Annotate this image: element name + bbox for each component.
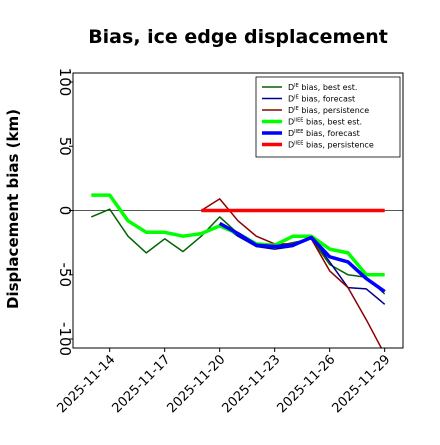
- chart-title: Bias, ice edge displacement: [88, 26, 388, 48]
- x-tick-label: 2025-11-23: [219, 352, 283, 416]
- x-tick-label: 2025-11-17: [109, 352, 173, 416]
- y-tick-label: 50: [56, 137, 74, 156]
- x-tick-label: 2025-11-29: [329, 352, 393, 416]
- y-axis-label: Displacement bias (km): [4, 109, 22, 309]
- y-tick-label: 100: [56, 68, 74, 97]
- legend-label-5: DIIEE bias, forecast: [288, 129, 360, 138]
- legend-label-3: DIE bias, persistence: [288, 106, 369, 115]
- y-tick-label: -50: [56, 263, 74, 288]
- series-line-5: [218, 221, 386, 293]
- legend: DIE bias, best est. DIE bias, forecast DIE…: [255, 76, 401, 158]
- x-tick-label: 2025-11-20: [164, 352, 228, 416]
- y-tick-label: 0: [56, 206, 74, 216]
- legend-label-2: DIE bias, forecast: [288, 95, 355, 104]
- legend-label-1: DIE bias, best est.: [288, 83, 357, 92]
- x-tick-label: 2025-11-26: [274, 352, 338, 416]
- y-tick-label: -100: [56, 322, 74, 356]
- legend-label-4: DIIEE bias, best est.: [288, 118, 362, 127]
- series-group: [91, 193, 386, 348]
- x-tick-label: 2025-11-14: [54, 352, 118, 416]
- legend-label-6: DIIEE bias, persistence: [288, 141, 374, 150]
